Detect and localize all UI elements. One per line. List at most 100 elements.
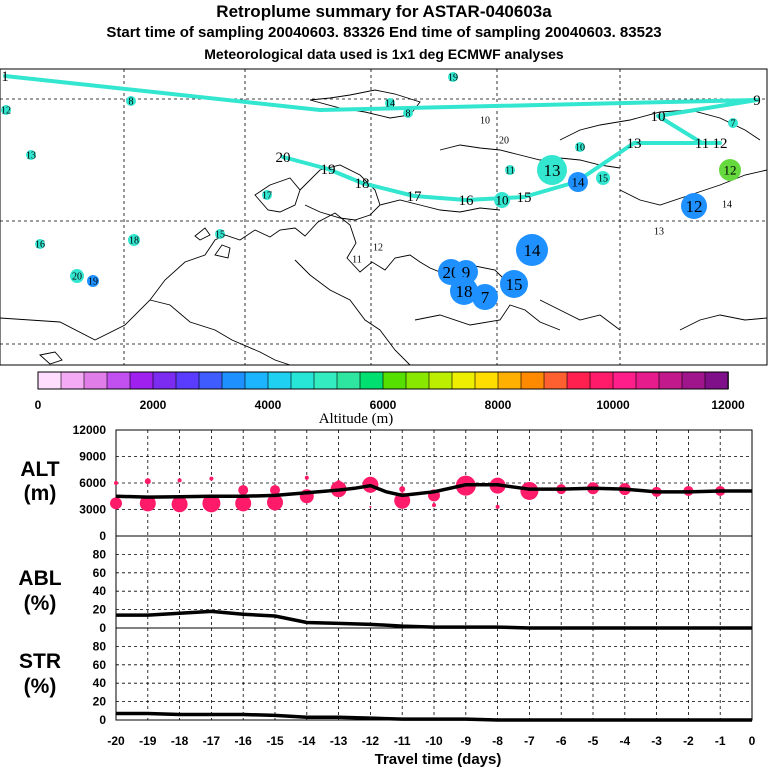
cluster-label: 16 [35,240,45,251]
alt-spread-dot [110,497,122,510]
alt-spread-dot [139,495,156,512]
abl-label: ABL [18,567,61,590]
y-gridlines [116,456,752,702]
track-label: 18 [355,176,370,192]
cluster-dot [681,193,707,219]
cluster-dot [1,105,11,115]
alt-spread-dot [495,504,500,509]
x-tick-label: 0 [749,734,756,748]
x-tick-label: -19 [139,734,157,748]
cluster-label: 14 [572,175,586,190]
colorbar-cell [543,371,568,390]
alt-spread-dot [171,496,188,513]
cluster-label: 19 [448,73,458,84]
met-data-subtitle: Meteorological data used is 1x1 deg ECMW… [204,46,564,62]
track-label: 13 [627,136,642,152]
colorbar-cell [428,371,453,390]
colorbar-cell [313,371,338,390]
cluster-dot [126,96,136,106]
colorbar-cell [37,371,62,390]
cluster-label: 15 [506,275,523,294]
colorbar-tick-label: 2000 [140,398,167,412]
x-tick-label: -4 [619,734,630,748]
str-y-tick-label: 0 [99,713,106,727]
cluster-label: 19 [88,277,98,288]
colorbar-cell [221,371,246,390]
cluster-label: 15 [215,230,225,241]
cluster-dot [537,155,567,185]
cluster-dot [500,270,528,298]
colorbar-cell [382,371,407,390]
colorbar-tick-label: 12000 [711,398,745,412]
cluster-dot [262,190,272,200]
str-y-tick-label: 60 [93,658,107,672]
alt-spread-dot [238,485,249,496]
x-tick-label: -15 [266,734,284,748]
x-tick-label: -2 [683,734,694,748]
x-axis-label: Travel time (days) [375,751,502,768]
colorbar-tick-label: 6000 [370,398,397,412]
cluster-label: 12 [1,106,11,117]
alt-spread-dot [202,494,221,513]
alt-y-tick-label: 0 [99,529,106,543]
abl-y-tick-label: 20 [93,603,107,617]
x-tick-label: -3 [651,734,662,748]
x-tick-label: -10 [425,734,443,748]
colorbar-cell [175,371,200,390]
colorbar-cell [152,371,177,390]
x-tick-label: -6 [556,734,567,748]
colorbar-cell [106,371,131,390]
cluster-label: 7 [731,119,736,130]
alt-spread-dot [336,480,341,485]
colorbar-cell [267,371,292,390]
track-label: 19 [321,162,336,178]
colorbar-cell [336,371,361,390]
cluster-label: 13 [26,151,36,162]
str-label: STR [19,650,61,673]
x-tick-label: -8 [492,734,503,748]
colorbar-cell [451,371,476,390]
cluster-dot [575,142,585,152]
colorbar-cell [290,371,315,390]
map-coastlines [0,89,768,366]
str-unit-label: (%) [24,675,57,698]
cluster-dot [403,108,413,118]
alt-spread-dot [399,486,406,493]
alt-spread-dot [177,478,182,483]
x-tick-label: -17 [203,734,221,748]
x-tick-label: -11 [394,734,411,748]
abl-y-tick-label: 40 [93,584,107,598]
track-label: 15 [517,190,532,206]
cluster-label: 7 [481,288,490,307]
colorbar-cell [129,371,154,390]
alt-label: ALT [20,458,59,481]
colorbar-tick-label: 4000 [255,398,282,412]
colorbar-cell [474,371,499,390]
cluster-label: 17 [262,191,272,202]
alt-spread-dot [235,495,252,512]
track-label: 17 [407,189,423,205]
altitude-colorbar: 0 2000 4000 6000 8000 10000 12000 Altitude (m) [35,371,745,427]
alt-spread-dot [270,485,280,496]
cluster-dot [596,171,610,185]
x-tick-label: -20 [107,734,125,748]
cluster-dot [128,234,140,246]
cluster-label: 18 [129,236,139,247]
track-label: 10 [651,109,666,125]
cluster-label: 10 [575,143,585,154]
colorbar-cell [635,371,660,390]
alt-spread-dot [144,478,151,485]
x-tick-label: -16 [235,734,253,748]
cluster-dot [448,72,458,82]
colorbar-cell [83,371,108,390]
map-panel: 1910111213141516171819201213819148102010… [0,68,768,366]
abl-y-tick-label: 80 [93,547,107,561]
x-tick-label: -1 [715,734,726,748]
cluster-label: 13 [654,227,664,238]
track-label: 16 [459,193,475,209]
alt-spread-dot [369,505,372,508]
alt-spread-dot [520,481,539,500]
track-label: 20 [276,150,291,166]
cluster-dot [505,165,515,175]
